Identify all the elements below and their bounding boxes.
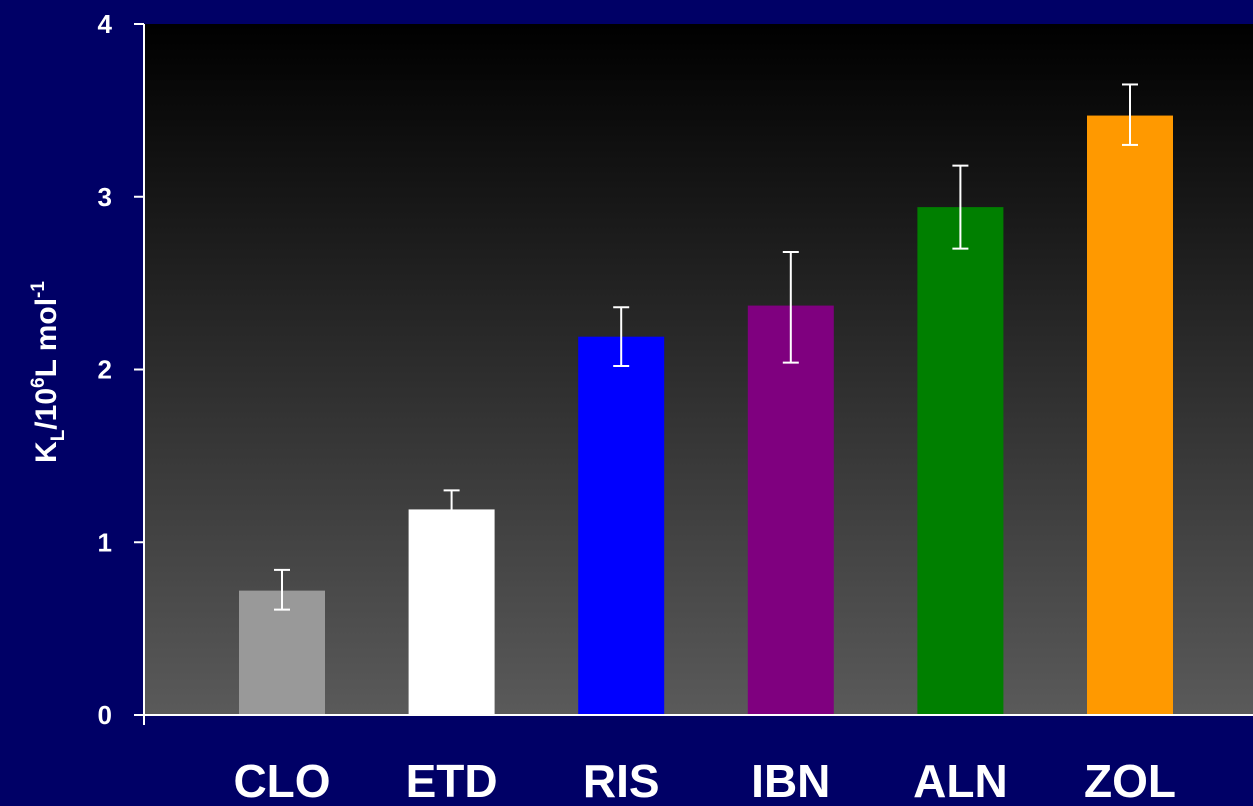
bar-zol — [1087, 115, 1173, 716]
bar-etd — [408, 509, 495, 715]
bar-clo — [239, 590, 325, 715]
bars-layer — [239, 115, 1173, 716]
y-axis-label-mid: /10 — [30, 388, 63, 430]
bar-ris — [578, 336, 665, 715]
bar-aln — [917, 207, 1004, 716]
y-tick-label-0: 0 — [98, 700, 112, 730]
category-label-aln: ALN — [913, 755, 1008, 806]
category-labels-layer: CLO ETD RIS IBN ALN ZOL — [233, 755, 1176, 806]
category-label-etd: ETD — [406, 755, 498, 806]
axes-layer — [134, 23, 1253, 725]
category-label-ris: RIS — [583, 755, 660, 806]
y-axis-label: KL/106L mol-1 — [28, 281, 69, 463]
plot-area — [144, 24, 1253, 715]
y-axis-label-k-sub: L — [48, 429, 69, 441]
category-label-clo: CLO — [233, 755, 330, 806]
y-tick-label-4: 4 — [98, 9, 113, 39]
y-axis-label-unit: L mol — [30, 298, 63, 377]
y-axis-label-unit-exp: -1 — [28, 281, 49, 298]
error-bars-layer — [274, 83, 1138, 611]
y-axis-label-k: K — [30, 441, 63, 463]
category-label-zol: ZOL — [1084, 755, 1176, 806]
y-tick-label-1: 1 — [98, 527, 112, 557]
y-tick-label-2: 2 — [98, 355, 112, 385]
y-tick-label-3: 3 — [98, 182, 112, 212]
tick-labels-layer: 0 1 2 3 4 — [98, 9, 113, 730]
category-label-ibn: IBN — [751, 755, 830, 806]
bar-ibn — [747, 305, 834, 715]
y-axis-label-exp: 6 — [28, 377, 49, 388]
